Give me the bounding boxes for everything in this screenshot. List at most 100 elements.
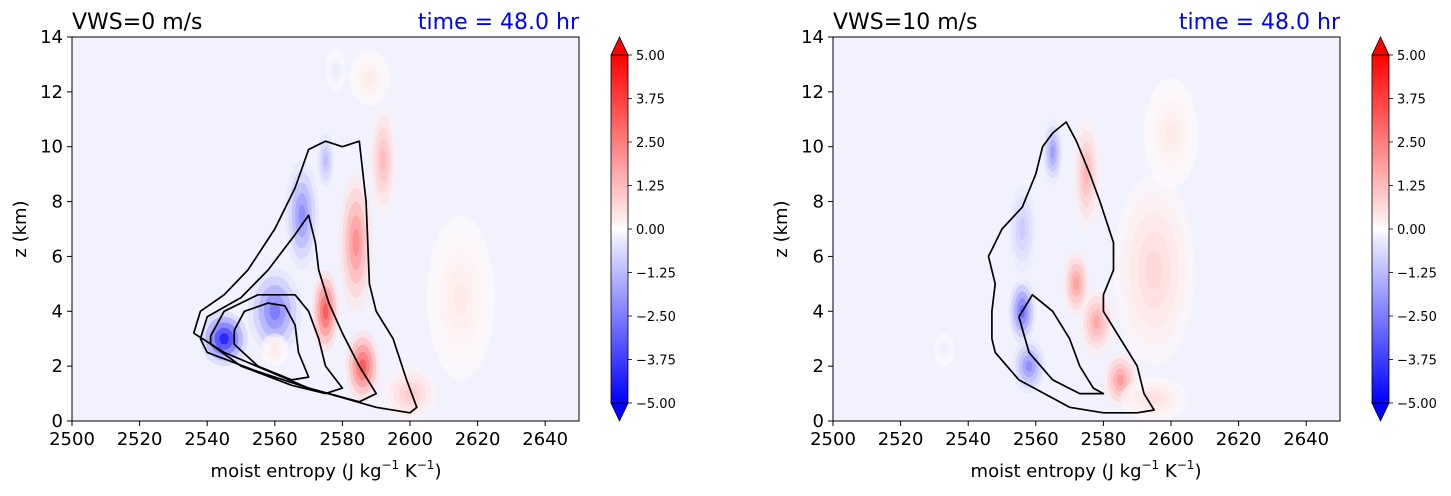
colorbar-tick-label: 5.00 <box>636 49 665 64</box>
colorbar-tick-label: 1.25 <box>636 180 665 195</box>
title-right: VWS=10 m/s <box>833 10 978 35</box>
y-tick-label: 6 <box>52 246 63 267</box>
colorbar-tick-label: −5.00 <box>1397 397 1437 412</box>
heat-cell-1-10-4 <box>1165 122 1177 144</box>
colorbar-tick-label: 0.00 <box>1397 223 1426 238</box>
y-ticks-left: 0 2 4 6 8 10 12 14 <box>40 27 72 432</box>
heat-cell-1-1-4 <box>1025 360 1033 372</box>
y-tick-label: 4 <box>813 301 824 322</box>
colorbar-tick-label: −1.25 <box>636 267 676 282</box>
y-tick-label: 10 <box>801 137 824 158</box>
x-tick-label: 2580 <box>1080 429 1126 450</box>
heat-cell-0-7-4 <box>380 149 386 172</box>
y-tick-label: 0 <box>52 411 63 432</box>
x-tick-label: 2500 <box>810 429 856 450</box>
panel-right: 2500 2520 2540 2560 2580 2600 2620 2640 0 2 4 6 8 10… <box>771 10 1341 482</box>
x-ticks-left: 2500 2520 2540 2560 2580 2600 2620 2640 <box>49 421 568 450</box>
y-tick-label: 8 <box>52 192 63 213</box>
x-tick-label: 2640 <box>522 429 568 450</box>
heat-cell-1-9-4 <box>1147 394 1161 404</box>
heat-cell-0-6-4 <box>352 229 360 257</box>
x-tick-label: 2560 <box>1013 429 1059 450</box>
colorbar-ticks-left: 5.00 3.75 2.50 1.25 0.00 −1.25 −2.50 −3.75 −5.00 <box>628 49 676 412</box>
heat-cell-0-0-4 <box>219 333 229 345</box>
x-tick-label: 2540 <box>184 429 230 450</box>
colorbar-extend-bottom-left <box>610 402 629 422</box>
title-left: VWS=0 m/s <box>72 10 203 35</box>
y-tick-label: 14 <box>801 27 824 48</box>
axes-frame-left <box>71 36 580 422</box>
x-tick-label: 2600 <box>1148 429 1194 450</box>
y-tick-label: 8 <box>813 192 824 213</box>
y-tick-label: 12 <box>40 82 63 103</box>
y-tick-label: 0 <box>813 411 824 432</box>
colorbar-ticks-right: 5.00 3.75 2.50 1.25 0.00 −1.25 −2.50 −3.75 −5.00 <box>1389 49 1437 412</box>
y-tick-label: 2 <box>813 356 824 377</box>
contour-line-0-0 <box>192 140 418 414</box>
y-tick-label: 14 <box>40 27 63 48</box>
colorbar-tick-label: −3.75 <box>1397 354 1437 369</box>
y-tick-label: 4 <box>52 301 63 322</box>
y-ticks-right: 0 2 4 6 8 10 12 14 <box>801 27 833 432</box>
y-axis-label-right: z (km) <box>771 200 792 257</box>
x-axis-label-right: moist entropy (J kg−1 K−1) <box>971 458 1202 482</box>
plot-area-right <box>833 37 1340 421</box>
y-tick-label: 12 <box>801 82 824 103</box>
heat-cell-1-4-4 <box>1073 277 1080 291</box>
heat-cell-0-3-4 <box>323 153 328 168</box>
heat-cell-0-2-4 <box>298 204 306 227</box>
colorbar-extend-bottom-right <box>1371 402 1390 422</box>
x-tick-label: 2640 <box>1283 429 1329 450</box>
heat-cell-1-5-4 <box>1093 315 1101 329</box>
colorbar-tick-label: −3.75 <box>636 354 676 369</box>
heat-cell-0-12-4 <box>333 65 338 75</box>
colorbar-tick-label: 1.25 <box>1397 180 1426 195</box>
colorbar-tick-label: 2.50 <box>1397 136 1426 151</box>
heat-cell-0-10-4 <box>453 281 468 315</box>
colorbar-tick-label: 2.50 <box>636 136 665 151</box>
heat-cell-0-11-4 <box>365 72 374 84</box>
contours-left <box>192 140 418 414</box>
x-tick-label: 2600 <box>387 429 433 450</box>
colorbar-bar-left <box>610 54 629 404</box>
contour-line-0-1 <box>199 214 378 403</box>
colorbar-tick-label: 5.00 <box>1397 49 1426 64</box>
heat-cell-0-9-4 <box>272 346 278 353</box>
x-tick-label: 2620 <box>1216 429 1262 450</box>
y-tick-label: 6 <box>813 246 824 267</box>
axes-frame-right <box>832 36 1341 422</box>
colorbar-tick-label: −5.00 <box>636 397 676 412</box>
time-label-left: time = 48.0 hr <box>418 10 580 35</box>
heat-cell-1-11-4 <box>942 346 947 353</box>
y-axis-label-left: z (km) <box>10 200 31 257</box>
colorbar-tick-label: 3.75 <box>636 93 665 108</box>
x-tick-label: 2560 <box>252 429 298 450</box>
colorbar-left: 5.00 3.75 2.50 1.25 0.00 −1.25 −2.50 −3.75 −5.00 <box>610 36 676 422</box>
contour-line-1-1 <box>1018 293 1105 395</box>
heat-cell-1-2-4 <box>1050 145 1055 159</box>
heat-cell-0-4-4 <box>322 303 329 320</box>
colorbar-extend-top-right <box>1371 36 1390 56</box>
x-tick-label: 2540 <box>945 429 991 450</box>
contour-line-0-2 <box>209 293 344 395</box>
heat-cell-1-3-4 <box>1018 218 1026 240</box>
contour-line-1-0 <box>987 121 1155 414</box>
x-tick-label: 2520 <box>117 429 163 450</box>
x-tick-label: 2620 <box>455 429 501 450</box>
colorbar-tick-label: −2.50 <box>1397 310 1437 325</box>
colorbar-tick-label: −2.50 <box>636 310 676 325</box>
colorbar-tick-label: −1.25 <box>1397 267 1437 282</box>
colorbar-right: 5.00 3.75 2.50 1.25 0.00 −1.25 −2.50 −3.75 −5.00 <box>1371 36 1437 422</box>
contour-line-0-3 <box>233 302 310 381</box>
contours-right <box>987 121 1155 414</box>
colorbar-tick-label: 0.00 <box>636 223 665 238</box>
plot-area-left <box>72 37 579 421</box>
colorbar-bar-right <box>1371 54 1390 404</box>
x-tick-label: 2500 <box>49 429 95 450</box>
colorbar-tick-label: 3.75 <box>1397 93 1426 108</box>
time-label-right: time = 48.0 hr <box>1179 10 1341 35</box>
heat-cell-1-8-4 <box>1145 250 1163 290</box>
x-tick-label: 2520 <box>878 429 924 450</box>
y-tick-label: 10 <box>40 137 63 158</box>
x-tick-label: 2580 <box>319 429 365 450</box>
